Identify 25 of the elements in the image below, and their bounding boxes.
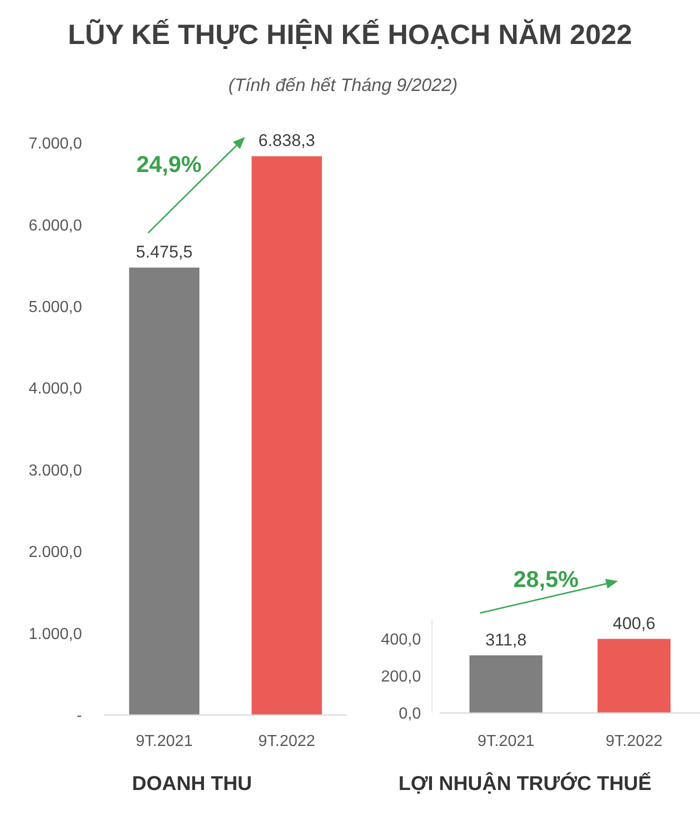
data-label: 5.475,5 <box>136 242 193 262</box>
y-tick-label: 5.000,0 <box>28 299 82 316</box>
chart-title: LŨY KẾ THỰC HIỆN KẾ HOẠCH NĂM 2022 <box>68 18 632 50</box>
x-axis-title: DOANH THU <box>132 773 252 795</box>
y-tick-label: 200,0 <box>380 668 422 686</box>
x-tick-label: 9T.2021 <box>136 733 193 750</box>
x-tick-label: 9T.2021 <box>477 733 535 750</box>
annotation: 24,9% <box>136 151 202 177</box>
data-label: 311,8 <box>485 630 527 650</box>
x-axis-title: LỢI NHUẬN TRƯỚC THUẾ <box>398 772 652 795</box>
y-tick-label: 3.000,0 <box>28 462 82 480</box>
y-tick-label: 6.000,0 <box>28 217 82 234</box>
text: 28,5% <box>513 566 579 592</box>
y-tick-label: - <box>76 708 82 725</box>
x-tick-label: 9T.2022 <box>606 733 663 750</box>
data-label: 400,6 <box>612 614 656 633</box>
y-tick-label: 4.000,0 <box>28 380 82 398</box>
chart-subtitle: (Tính đến hết Tháng 9/2022) <box>228 75 458 95</box>
y-tick-label: 7.000,0 <box>28 136 82 153</box>
data-label: 6.838,3 <box>258 131 316 150</box>
y-tick-label: 400,0 <box>380 632 422 649</box>
y-tick-label: 2.000,0 <box>28 544 82 562</box>
y-tick-label: 1.000,0 <box>28 626 82 643</box>
x-tick-label: 9T.2022 <box>258 733 316 750</box>
y-tick-label: 0,0 <box>398 706 422 723</box>
